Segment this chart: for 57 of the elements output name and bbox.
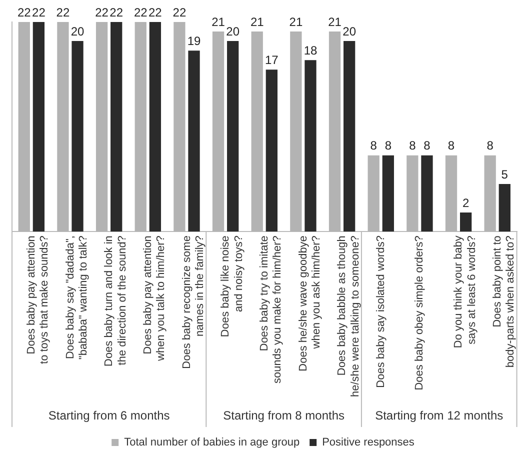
data-label: 8 — [384, 138, 392, 153]
data-label: 22 — [32, 5, 46, 20]
data-label: 17 — [264, 52, 279, 67]
bar — [421, 155, 433, 232]
x-tick-label: Does baby babble as though he/she were talking to someone? — [336, 236, 362, 398]
data-label: 18 — [304, 43, 318, 58]
data-label: 21 — [328, 14, 342, 29]
data-label: 8 — [448, 138, 455, 153]
data-label: 22 — [56, 5, 70, 20]
data-label: 21 — [212, 14, 226, 29]
data-label: 20 — [70, 24, 85, 38]
data-label: 20 — [226, 24, 240, 38]
x-tick-label: Do you think your baby says at least 6 words? — [452, 235, 478, 348]
data-label: 22 — [95, 5, 109, 20]
text: Starting from 12 months — [375, 408, 504, 422]
data-label: 22 — [110, 5, 124, 20]
bar — [72, 41, 84, 232]
bar — [460, 212, 472, 232]
data-label: 22 — [172, 5, 186, 20]
x-tick-label: Does baby point to body-parts when asked to? — [491, 236, 517, 368]
x-tick-label: Does baby pay attention to toys that make sounds? — [25, 236, 51, 364]
x-tick-label: Does baby try to imitate sounds you make for him/her? — [258, 236, 284, 384]
bar — [344, 41, 356, 232]
data-label: 22 — [17, 5, 32, 20]
bar — [382, 155, 394, 232]
data-label: 22 — [148, 5, 162, 20]
text: Starting from 6 months — [48, 408, 170, 422]
x-tick-label: Does baby obey simple orders? — [414, 236, 426, 390]
x-tick-label: Does baby turn and look in the direction of the sound? — [103, 236, 128, 366]
x-tick-label: Does baby say "dadada", "bababa" wanting to talk? — [64, 236, 90, 360]
bar — [149, 22, 162, 232]
bar — [266, 70, 278, 232]
data-label: 19 — [187, 34, 202, 48]
data-label: 20 — [342, 24, 356, 38]
data-label: 2 — [462, 196, 470, 210]
data-label: 21 — [250, 14, 264, 29]
x-tick-label: Does baby like noise and noisy toys? — [220, 236, 245, 338]
legend-label: Total number of babies in age group — [124, 436, 300, 449]
data-label: 8 — [409, 138, 416, 153]
bar — [188, 50, 200, 232]
x-tick-label: Does baby pay attention when you talk to him/her? — [142, 236, 168, 362]
bar — [110, 22, 122, 232]
data-label: 8 — [370, 138, 378, 153]
bar — [498, 184, 510, 232]
text: Starting from 8 months — [223, 408, 344, 422]
x-tick-label: Does baby say isolated words? — [374, 236, 387, 388]
data-label: 21 — [289, 14, 303, 29]
data-label: 8 — [486, 138, 494, 153]
data-label: 22 — [134, 5, 148, 20]
legend-label: Positive responses — [322, 436, 415, 449]
x-tick-label: Does he/she wave goodbye when you ask him/her? — [297, 236, 322, 372]
x-tick-label: Does baby recognize some names in the family? — [180, 236, 206, 369]
bar — [304, 60, 316, 232]
data-label: 5 — [501, 167, 508, 182]
data-label: 8 — [424, 138, 431, 153]
bar — [227, 41, 239, 232]
bar — [32, 22, 45, 232]
